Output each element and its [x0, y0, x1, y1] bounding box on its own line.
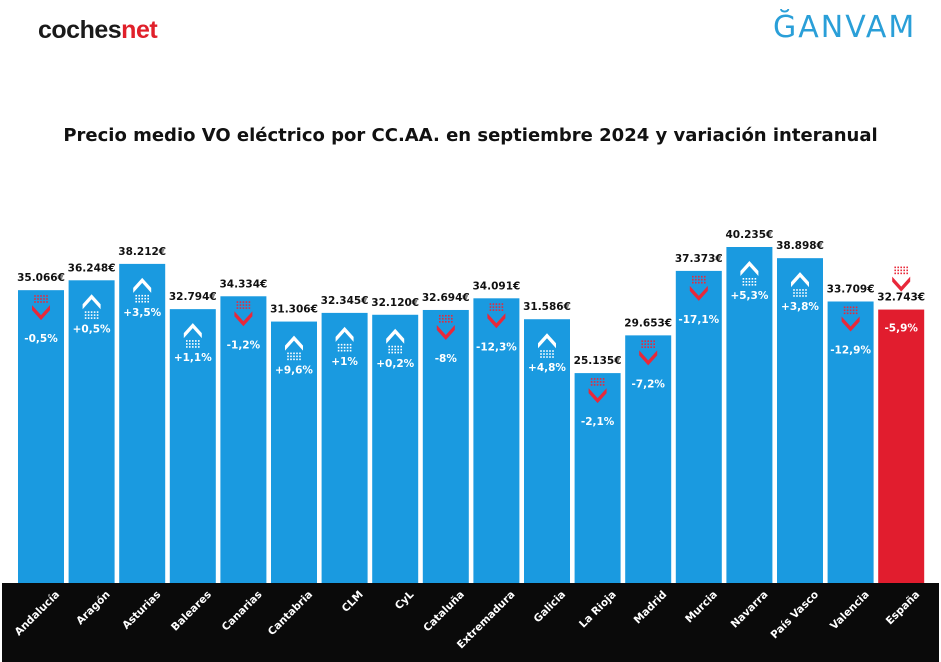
bar-1	[68, 280, 115, 583]
bar-17	[878, 309, 925, 583]
variation-label-10: +4,8%	[528, 362, 566, 374]
value-label-9: 34.091€	[472, 280, 520, 292]
variation-label-4: -1,2%	[227, 339, 261, 351]
bar-7	[372, 314, 419, 583]
arrow-up-icon-2	[133, 277, 152, 303]
bar-4	[220, 296, 267, 583]
arrow-down-icon-0	[32, 295, 50, 321]
value-label-0: 35.066€	[17, 272, 65, 284]
bar-15	[777, 258, 823, 583]
bar-16	[827, 301, 874, 583]
value-label-15: 38.898€	[776, 240, 824, 252]
bar-5	[271, 321, 317, 583]
value-label-16: 33.709€	[827, 283, 875, 295]
bar-14	[726, 247, 773, 583]
arrow-down-icon-8	[436, 314, 455, 340]
value-label-17: 32.743€	[877, 292, 925, 304]
arrow-up-icon-7	[386, 328, 405, 354]
logo-main: coches	[38, 16, 122, 44]
arrow-up-icon-15	[791, 272, 809, 297]
variation-label-3: +1,1%	[174, 352, 212, 364]
variation-label-12: -7,2%	[631, 378, 665, 390]
variation-label-7: +0,2%	[376, 358, 414, 370]
arrow-down-icon-17	[892, 266, 911, 292]
arrow-up-icon-3	[183, 323, 202, 348]
bar-11	[574, 373, 621, 583]
variation-label-17: -5,9%	[884, 323, 918, 335]
bar-3	[169, 309, 216, 583]
value-label-6: 32.345€	[321, 295, 369, 307]
arrow-up-icon-14	[740, 261, 759, 286]
variation-label-6: +1%	[331, 356, 358, 368]
variation-label-5: +9,6%	[275, 365, 313, 377]
value-label-2: 38.212€	[118, 246, 166, 258]
chart-title: Precio medio VO eléctrico por CC.AA. en …	[63, 125, 878, 146]
variation-label-15: +3,8%	[781, 301, 819, 313]
bar-13	[675, 270, 722, 583]
variation-label-13: -17,1%	[678, 314, 719, 326]
value-label-4: 34.334€	[219, 278, 267, 290]
arrow-up-icon-10	[538, 333, 556, 358]
bar-9	[473, 298, 520, 583]
logo-accent: net	[121, 16, 158, 44]
value-label-12: 29.653€	[624, 317, 672, 329]
value-label-11: 25.135€	[574, 355, 622, 367]
arrow-up-icon-1	[82, 294, 101, 319]
variation-label-0: -0,5%	[24, 333, 58, 345]
arrow-up-icon-6	[335, 326, 354, 352]
arrow-down-icon-13	[689, 275, 708, 301]
bar-2	[119, 263, 166, 583]
value-label-10: 31.586€	[523, 301, 571, 313]
value-label-5: 31.306€	[270, 304, 318, 316]
value-label-3: 32.794€	[169, 291, 217, 303]
arrow-down-icon-4	[234, 301, 253, 327]
variation-label-11: -2,1%	[581, 416, 615, 428]
bar-0	[18, 290, 64, 583]
value-label-7: 32.120€	[371, 297, 419, 309]
variation-label-2: +3,5%	[123, 307, 161, 319]
arrow-down-icon-11	[588, 378, 607, 404]
bar-8	[422, 309, 469, 583]
arrow-down-icon-12	[639, 340, 658, 366]
bar-10	[524, 319, 570, 583]
variation-label-8: -8%	[435, 353, 458, 365]
arrow-down-icon-16	[841, 306, 860, 332]
ganvam-logo: ĞANVAM	[773, 10, 917, 45]
variation-label-1: +0,5%	[73, 323, 111, 335]
variation-label-14: +5,3%	[730, 290, 768, 302]
value-label-13: 37.373€	[675, 253, 723, 265]
coches-net-logo: cochesnet	[38, 16, 158, 45]
value-label-8: 32.694€	[422, 292, 470, 304]
value-label-1: 36.248€	[68, 262, 116, 274]
bar-6	[321, 312, 368, 583]
arrow-down-icon-9	[487, 303, 506, 329]
bar-12	[625, 335, 672, 583]
value-label-14: 40.235€	[725, 229, 773, 241]
variation-label-16: -12,9%	[830, 344, 871, 356]
x-axis-band	[2, 583, 939, 662]
variation-label-9: -12,3%	[476, 341, 517, 353]
arrow-up-icon-5	[285, 335, 303, 361]
